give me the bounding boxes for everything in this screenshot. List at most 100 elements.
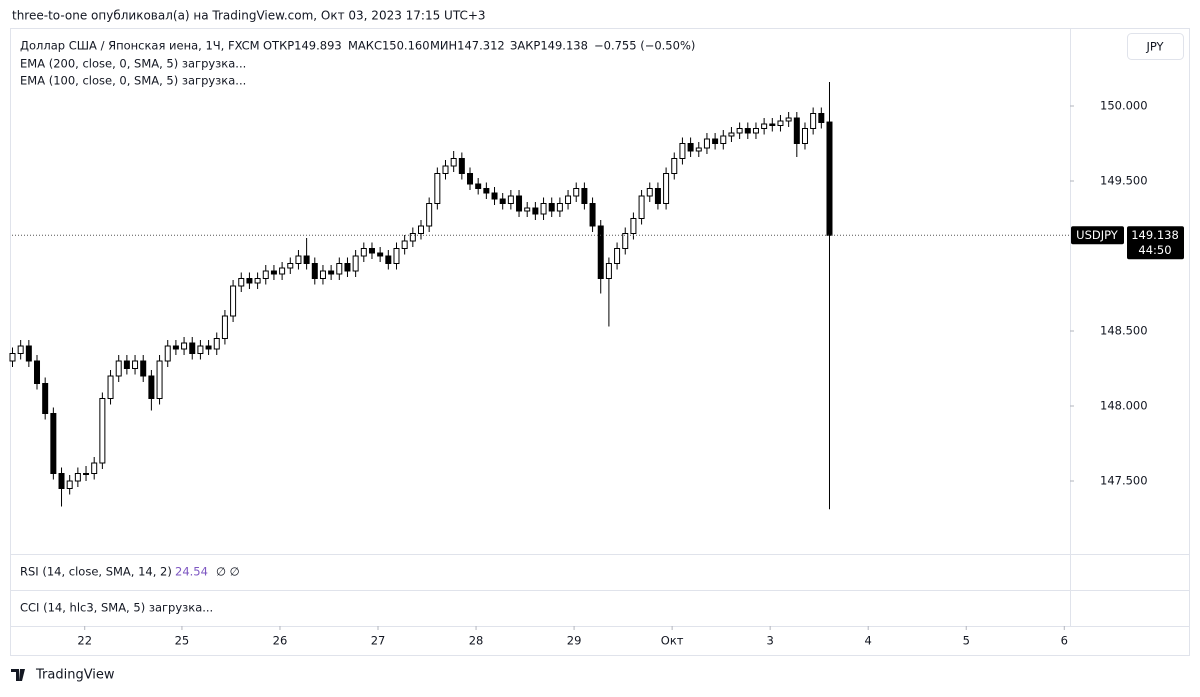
candle-body — [507, 195, 514, 204]
candle-body — [344, 263, 351, 272]
candle-body — [25, 345, 32, 362]
candle-body — [221, 315, 228, 339]
candle-body — [311, 263, 318, 279]
candle-body — [458, 158, 465, 174]
x-tick-label: 6 — [1061, 634, 1068, 648]
candle-body — [556, 203, 563, 212]
candle-body — [148, 375, 155, 399]
candle-body — [368, 248, 375, 254]
currency-button[interactable] — [1127, 33, 1184, 60]
candle-body — [246, 278, 253, 284]
candle-body — [230, 285, 237, 317]
candle-body — [238, 278, 245, 287]
candle-body — [377, 252, 384, 257]
candle-body — [679, 143, 686, 159]
candle-body — [524, 207, 531, 212]
candle-body — [703, 138, 710, 149]
candle-body — [761, 123, 768, 129]
candle-body — [622, 233, 629, 249]
candle-body — [254, 278, 261, 284]
candle-body — [565, 195, 572, 204]
currency-label[interactable]: JPY — [1145, 40, 1164, 54]
candle-body — [442, 165, 449, 174]
legend-symbol: Доллар США / Японская иена, 1Ч, FXCM — [20, 39, 260, 53]
candle-body — [181, 342, 188, 350]
brand: TradingView — [35, 668, 115, 683]
price-label: 149.138 — [1131, 228, 1179, 242]
candle-body — [336, 263, 343, 275]
candle-body — [401, 240, 408, 249]
candle-body — [17, 345, 24, 354]
candle-body — [434, 173, 441, 204]
x-tick-label: 5 — [963, 634, 970, 648]
candle-body — [589, 203, 596, 227]
candle-body — [9, 353, 16, 362]
candle-body — [99, 398, 106, 464]
candle-body — [156, 360, 163, 399]
candle-body — [801, 128, 808, 144]
x-tick-label: 27 — [371, 634, 386, 648]
legend-high: МАКС150.160 — [348, 39, 430, 53]
x-tick-label: 22 — [77, 634, 92, 648]
candle-body — [270, 270, 277, 275]
candle-body — [646, 188, 653, 197]
candle-body — [467, 173, 474, 185]
candle-body — [328, 270, 335, 275]
y-tick-label: 150.000 — [1100, 99, 1148, 113]
candle-body — [164, 345, 171, 362]
brand-logo — [11, 669, 25, 681]
symbol-tag — [1071, 226, 1124, 245]
candle-body — [785, 117, 792, 122]
legend-low: МИН147.312 — [430, 39, 505, 53]
candle-body — [728, 132, 735, 137]
candle-body — [516, 195, 523, 212]
candle-body — [663, 173, 670, 204]
caption: three-to-one опубликовал(а) на TradingVi… — [12, 9, 486, 23]
pane-value: 24.54 — [175, 565, 208, 579]
candle-body — [140, 360, 147, 377]
candle-body — [769, 123, 776, 126]
candle-body — [115, 360, 122, 377]
chart-frame — [10, 28, 1190, 656]
candle-body — [66, 480, 73, 489]
price-tag — [1127, 226, 1184, 260]
x-tick-label: Окт — [661, 634, 684, 648]
candle-body — [475, 183, 482, 189]
legend-change: −0.755 (−0.50%) — [594, 39, 695, 53]
candle-body — [499, 198, 506, 204]
candle-body — [132, 360, 139, 369]
candle-body — [42, 383, 49, 414]
candle-body — [752, 128, 759, 134]
legend: Доллар США / Японская иена, 1Ч, FXCM ОТК… — [20, 39, 695, 88]
pane-title: RSI (14, close, SMA, 14, 2) — [20, 565, 172, 579]
x-tick-label: 4 — [865, 634, 872, 648]
legend-open: ОТКР149.893 — [263, 39, 342, 53]
candle-body — [687, 143, 694, 152]
candle-body — [189, 342, 196, 354]
candle-body — [671, 158, 678, 174]
candle-body — [597, 225, 604, 279]
x-tick-label: 25 — [175, 634, 190, 648]
y-tick-label: 149.500 — [1100, 174, 1148, 188]
candle-body — [540, 203, 547, 215]
candle-body — [573, 188, 580, 197]
candle-body — [319, 270, 326, 279]
candle-body — [303, 255, 310, 264]
candle-body — [34, 360, 41, 384]
candle-body — [91, 462, 98, 474]
candle-body — [352, 255, 359, 272]
candle-body — [777, 120, 784, 126]
candle-body — [287, 263, 294, 269]
candle-body — [483, 188, 490, 194]
candle-body — [720, 135, 727, 144]
candle-body — [50, 413, 57, 474]
candle-body — [793, 117, 800, 144]
candle-body — [630, 218, 637, 234]
indicator-label: EMA (200, close, 0, SMA, 5) загрузка... — [20, 57, 246, 71]
candle-body — [532, 207, 539, 215]
candle-body — [638, 195, 645, 219]
pane-title: CCI (14, hlc3, SMA, 5) загрузка... — [20, 601, 213, 615]
candle-body — [279, 267, 286, 275]
candle-body — [654, 188, 661, 204]
y-tick-label: 148.000 — [1100, 399, 1148, 413]
